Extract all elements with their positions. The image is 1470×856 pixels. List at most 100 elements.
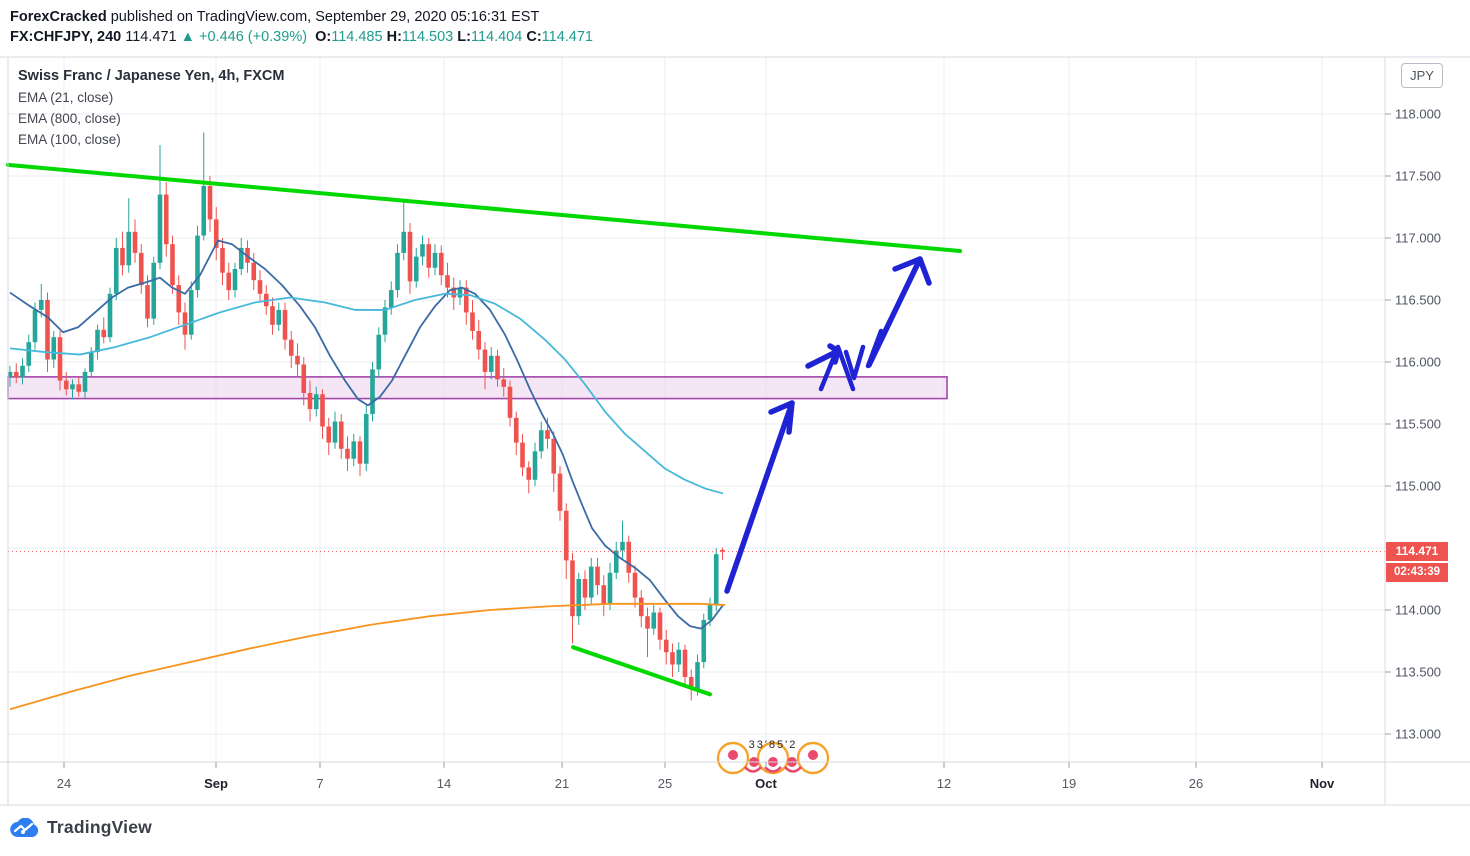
legend-indicator-3[interactable]: EMA (100, close) — [18, 132, 121, 147]
candle-body — [720, 549, 725, 552]
candle-body — [157, 194, 163, 263]
candle-body — [682, 649, 688, 677]
legend-indicator-1[interactable]: EMA (21, close) — [18, 90, 114, 105]
candle-body — [676, 649, 682, 665]
drawn-annotations — [724, 256, 932, 594]
candle-body — [338, 421, 344, 449]
candle-body — [45, 300, 50, 360]
price-axis-label: 115.500 — [1395, 416, 1442, 432]
candle-body — [651, 612, 657, 629]
candle-body — [207, 185, 213, 220]
legend-symbol-title[interactable]: Swiss Franc / Japanese Yen, 4h, FXCM — [18, 68, 285, 84]
candle-body — [420, 244, 425, 257]
candle-body — [482, 349, 488, 372]
candle-body — [95, 329, 100, 353]
candle-body — [595, 566, 600, 586]
ohlc-value: 114.471 — [541, 29, 598, 45]
legend-indicator-2[interactable]: EMA (800, close) — [18, 111, 121, 126]
symbol-label: FX:CHFJPY, 240 — [10, 29, 122, 45]
candle-body — [107, 293, 113, 338]
time-axis-label: Sep — [204, 776, 228, 791]
candle-body — [576, 579, 582, 617]
projection-arrow-to-zone-shaft — [724, 400, 795, 594]
candle-body — [520, 442, 525, 468]
candle-body — [313, 394, 319, 410]
candle-body — [526, 467, 532, 480]
projection-arrow-to-zone-head — [768, 400, 795, 435]
candle-body — [570, 560, 575, 617]
candle-body — [32, 309, 38, 343]
candle-body — [326, 426, 332, 443]
chart-legend: Swiss Franc / Japanese Yen, 4h, FXCM EMA… — [18, 66, 284, 150]
candle-body — [13, 371, 19, 377]
ohlc-value: 114.503 — [401, 29, 458, 45]
candle-body — [7, 371, 13, 377]
candle-body — [238, 247, 244, 269]
candle-body — [513, 417, 519, 443]
candle-body — [213, 219, 219, 248]
candle-body — [613, 550, 619, 573]
candle-body — [457, 287, 463, 298]
price-axis-label: 116.000 — [1395, 354, 1442, 370]
candle-body — [601, 585, 607, 604]
candle-body — [126, 231, 132, 266]
candle-body — [701, 619, 707, 663]
price-axis-label: 113.000 — [1395, 726, 1442, 742]
projection-arrow-to-trendline-head — [892, 256, 932, 286]
candle-body — [138, 252, 144, 286]
supply-demand-zone — [7, 376, 948, 400]
ohlc-values: O:114.485 H:114.503 L:114.404 C:114.471 — [315, 29, 597, 45]
candle-body — [295, 355, 300, 365]
candle-body — [20, 365, 25, 377]
ohlc-label: C: — [526, 29, 542, 45]
candle-body — [82, 371, 88, 392]
candle-body — [563, 510, 569, 561]
candle-body — [251, 262, 257, 281]
ohlc-label: H: — [386, 29, 402, 45]
falling-wedge-support-line — [571, 645, 712, 697]
candle-body — [488, 355, 494, 372]
candle-body — [495, 355, 500, 380]
candle-body — [376, 334, 382, 370]
current-price-label: 114.471 — [1386, 541, 1448, 561]
tradingview-cloud-icon — [10, 817, 39, 837]
candle-body — [645, 616, 650, 629]
candle-body — [382, 307, 388, 335]
candle-body — [26, 342, 32, 366]
time-axis-label: 19 — [1061, 776, 1077, 791]
tradingview-logo-text: TradingView — [47, 817, 152, 837]
byline: ForexCracked published on TradingView.co… — [10, 6, 539, 28]
candle-body — [363, 414, 369, 464]
change-text: +0.446 (+0.39%) — [199, 29, 308, 45]
candle-body — [657, 612, 663, 640]
byline-rest: published on TradingView.com, September … — [106, 9, 540, 25]
scribble-stroke-2 — [843, 344, 866, 381]
tradingview-logo[interactable]: TradingView — [10, 817, 152, 838]
currency-button[interactable]: JPY — [1401, 63, 1443, 88]
candlesticks — [7, 132, 725, 701]
panel-borders — [0, 56, 1470, 806]
candle-body — [663, 639, 669, 653]
candle-body — [545, 430, 550, 439]
candle-body — [232, 269, 238, 291]
watermark-curl-icon — [784, 766, 802, 773]
candle-body — [395, 252, 400, 291]
candle-body — [620, 541, 625, 551]
candle-body — [120, 247, 125, 266]
candle-body — [501, 379, 507, 387]
candle-body — [163, 194, 169, 245]
axis-ticks — [63, 113, 1391, 768]
candle-body — [507, 386, 513, 418]
candle-body — [607, 572, 613, 604]
candle-body — [538, 430, 544, 452]
candle-body — [282, 309, 288, 340]
ohlc-label: O: — [315, 29, 332, 45]
time-axis-label: 21 — [554, 776, 570, 791]
candle-body — [332, 421, 338, 443]
descending-resistance-line — [6, 162, 962, 254]
candle-body — [626, 541, 632, 573]
candle-body — [670, 652, 675, 665]
candle-body — [201, 185, 207, 236]
